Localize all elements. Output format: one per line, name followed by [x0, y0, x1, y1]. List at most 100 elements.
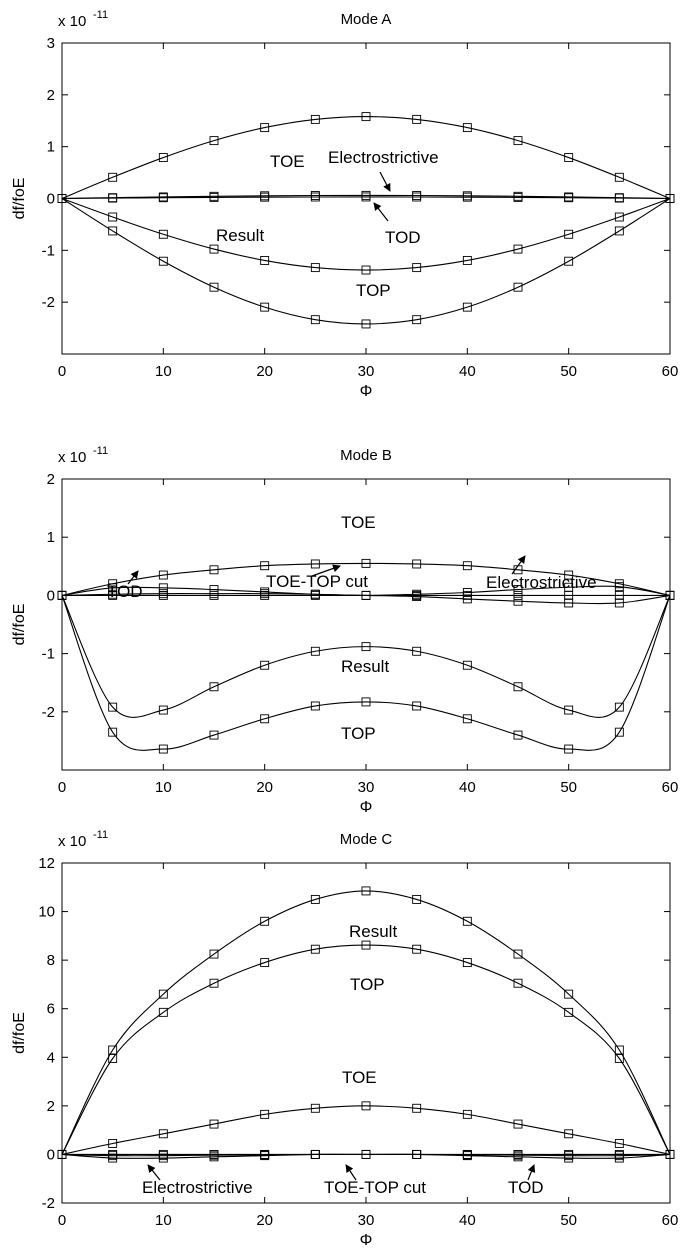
chart-title: Mode C: [340, 831, 393, 848]
x-tick-label: 50: [560, 363, 577, 380]
annotation-label: Result: [341, 657, 389, 676]
data-point: [361, 1101, 371, 1111]
data-point: [564, 570, 574, 580]
axes-box: [61, 42, 671, 355]
x-tick-label: 40: [459, 363, 476, 380]
data-point: [310, 646, 320, 656]
data-point: [361, 1149, 371, 1159]
data-point: [158, 1129, 168, 1139]
data-point: [158, 1151, 168, 1161]
data-point: [513, 585, 523, 595]
data-point: [310, 1103, 320, 1113]
data-point: [412, 944, 422, 954]
exponent-base: x 10: [58, 833, 86, 850]
annotation-arrow: [527, 1164, 536, 1181]
exponent-power: -11: [93, 9, 108, 21]
data-point: [361, 642, 371, 652]
data-point: [614, 582, 624, 592]
annotation-label: TOD: [107, 582, 143, 601]
data-point: [462, 714, 472, 724]
data-point: [462, 958, 472, 968]
data-point: [310, 1149, 320, 1159]
data-point: [361, 192, 371, 202]
data-point: [564, 153, 574, 163]
y-tick-label: 2: [47, 1098, 55, 1115]
exponent-power: -11: [93, 829, 108, 841]
annotation-label: TOP: [341, 724, 376, 743]
x-tick-label: 20: [256, 779, 273, 796]
exponent-power: -11: [93, 445, 108, 457]
annotation-arrow: [311, 564, 341, 577]
data-point: [614, 172, 624, 182]
data-point: [158, 229, 168, 239]
exponent-base: x 10: [58, 13, 86, 30]
data-point: [361, 112, 371, 122]
data-point: [462, 916, 472, 926]
data-point: [462, 123, 472, 133]
x-tick-label: 60: [662, 1212, 679, 1229]
annotation-label: TOE: [341, 513, 376, 532]
data-point: [412, 192, 422, 202]
data-point: [564, 229, 574, 239]
y-tick-label: 2: [47, 87, 55, 104]
data-point: [564, 989, 574, 999]
x-tick-label: 30: [358, 363, 375, 380]
annotation-label: TOP: [350, 975, 385, 994]
data-point: [462, 255, 472, 265]
x-tick-label: 30: [358, 1212, 375, 1229]
annotation-label: TOD: [508, 1178, 544, 1197]
data-point: [412, 646, 422, 656]
series-tod: [57, 192, 675, 203]
panel-mode-b: Mode B x 10 -11 0 10 20 30 40 50 60 -2 -1 0 1 2 Φdf/foE…: [11, 445, 678, 816]
data-point: [260, 958, 270, 968]
series-line: [61, 944, 671, 1155]
data-point: [209, 1150, 219, 1160]
data-point: [412, 263, 422, 273]
data-point: [513, 1150, 523, 1160]
data-point: [462, 660, 472, 670]
data-point: [614, 702, 624, 712]
data-point: [209, 565, 219, 575]
data-point: [412, 1103, 422, 1113]
y-tick-label: 0: [47, 191, 55, 208]
annotation-label: Electrostrictive: [486, 573, 597, 592]
y-tick-label: -2: [42, 1195, 55, 1212]
data-point: [310, 263, 320, 273]
data-point: [614, 727, 624, 737]
x-axis-label: Φ: [360, 383, 373, 400]
annotation-label: TOP: [356, 281, 391, 300]
data-point: [158, 989, 168, 999]
x-tick-label: 60: [662, 363, 679, 380]
data-point: [260, 916, 270, 926]
data-point: [614, 193, 624, 203]
series-line: [61, 196, 671, 200]
data-point: [462, 1109, 472, 1119]
data-point: [513, 1119, 523, 1129]
y-tick-label: 1: [47, 529, 55, 546]
series-tod: [57, 1149, 675, 1161]
annotation-label: Electrostrictive: [328, 148, 439, 167]
data-point: [564, 256, 574, 266]
data-point: [158, 256, 168, 266]
data-point: [260, 660, 270, 670]
data-point: [513, 596, 523, 606]
series-result: [57, 886, 675, 1159]
series-line: [61, 198, 671, 325]
x-tick-label: 30: [358, 779, 375, 796]
series-top: [57, 194, 675, 329]
data-point: [260, 714, 270, 724]
data-point: [57, 194, 67, 203]
data-point: [260, 590, 270, 600]
data-point: [260, 302, 270, 312]
series-line: [61, 595, 671, 718]
data-point: [158, 590, 168, 600]
x-tick-label: 50: [560, 779, 577, 796]
data-point: [513, 682, 523, 692]
data-point: [260, 123, 270, 133]
panel-mode-a: Mode A x 10 -11 0 10 20 30 40 50 60 -2 -1 0 1 2 3 Φdf/fo…: [11, 9, 678, 400]
data-point: [158, 744, 168, 754]
x-tick-label: 10: [155, 1212, 172, 1229]
data-point: [564, 590, 574, 600]
y-tick-label: 1: [47, 139, 55, 156]
series-line: [61, 1153, 671, 1157]
